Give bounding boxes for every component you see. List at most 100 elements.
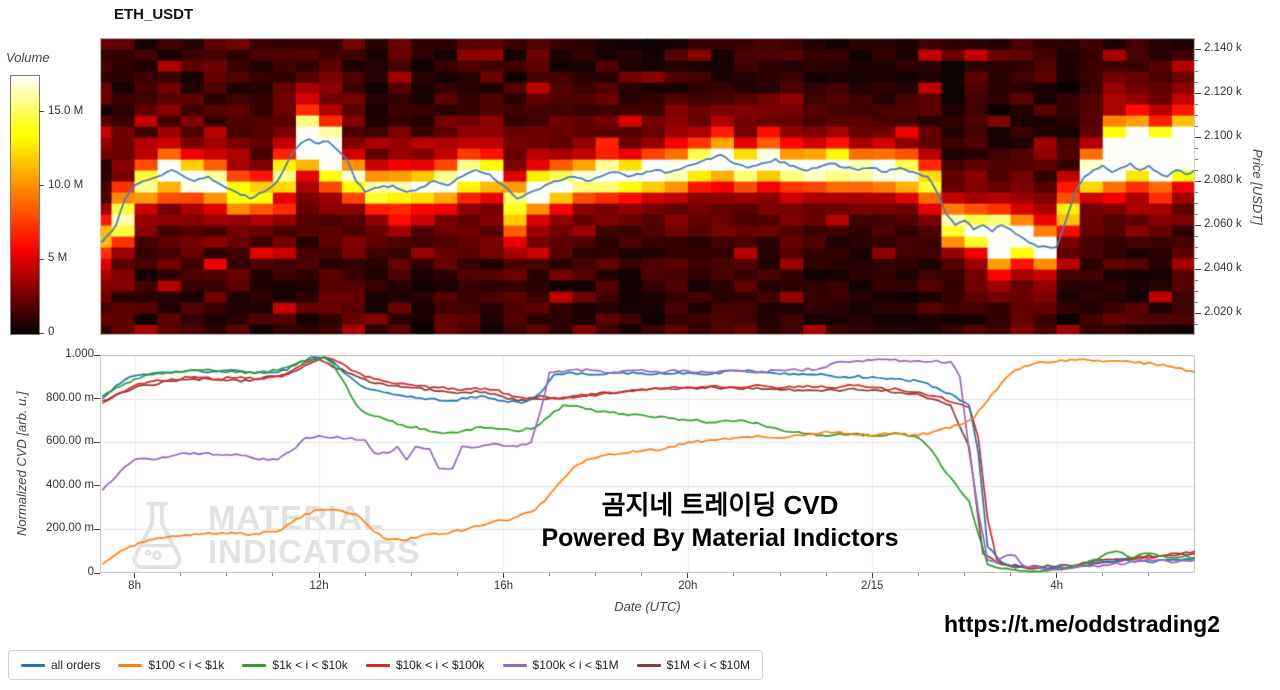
price-axis-minor-tick [1195,213,1198,215]
volume-tick-mark [39,258,44,260]
legend-swatch [636,663,661,667]
legend-label: $100k < i < $1M [532,658,619,672]
cvd-y-tick-mark [94,441,100,443]
cvd-y-tick-label: 400.00 m [46,478,94,491]
volume-colorbar-label: Volume [6,50,50,65]
date-axis-label: Date (UTC) [614,599,681,614]
legend-label: $1k < i < $10k [272,658,348,672]
price-axis-minor-tick [1195,246,1198,248]
price-axis-minor-tick [1195,147,1198,149]
price-tick-label: 2.040 k [1204,262,1242,274]
price-axis-tick-mark [1195,312,1201,314]
price-tick-label: 2.060 k [1204,218,1242,230]
price-axis-tick-mark [1195,268,1201,270]
legend-item-4: $100k < i < $1M [502,658,619,672]
legend-label: all orders [51,658,101,672]
price-axis-tick-mark [1195,48,1201,50]
cvd-x-minor-tick [1148,573,1150,576]
cvd-y-tick-label: 1.000 [65,348,94,360]
cvd-y-tick-mark [94,354,100,356]
cvd-x-minor-tick [410,573,412,576]
cvd-x-minor-tick [733,573,735,576]
price-axis-minor-tick [1195,290,1198,292]
cvd-y-tick-label: 200.00 m [46,522,94,535]
volume-tick-label: 15.0 M [48,104,84,117]
cvd-x-tick-mark [134,573,136,578]
cvd-y-tick-mark [94,398,100,400]
cvd-y-tick-label: 600.00 m [46,435,94,448]
legend-swatch [365,663,390,667]
cvd-x-tick-label: 4h [1050,580,1064,592]
volume-tick-mark [39,332,44,334]
legend-label: $1M < i < $10M [666,658,750,672]
cvd-line-chart-canvas [100,355,1195,573]
cvd-x-minor-tick [456,573,458,576]
annotation-overlay: 곰지네 트레이딩 CVD Powered By Material Indicto… [420,489,1020,554]
price-axis-minor-tick [1195,158,1198,160]
price-tick-label: 2.140 k [1204,42,1242,54]
telegram-link[interactable]: https://t.me/oddstrading2 [944,611,1220,637]
legend-swatch [118,663,143,667]
cvd-x-tick-mark [502,573,504,578]
legend-label: $100 < i < $1k [148,658,225,672]
price-tick-label: 2.020 k [1204,306,1242,318]
volume-tick-label: 0 [48,326,55,338]
chart-title: ETH_USDT [114,6,194,23]
cvd-y-tick-label: 800.00 m [46,391,94,404]
legend-item-0: all orders [21,658,100,672]
price-axis-minor-tick [1195,59,1198,61]
price-tick-label: 2.120 k [1204,86,1242,98]
cvd-x-tick-mark [687,573,689,578]
cvd-x-minor-tick [1102,573,1104,576]
volume-colorbar [10,75,40,335]
volume-tick-mark [39,111,44,113]
cvd-x-minor-tick [549,573,551,576]
price-tick-label: 2.100 k [1204,130,1242,142]
cvd-x-minor-tick [917,573,919,576]
price-axis-minor-tick [1195,202,1198,204]
price-axis-label: Price [USDT] [1250,148,1265,225]
price-axis-minor-tick [1195,125,1198,127]
cvd-x-tick-label: 16h [493,580,513,592]
price-axis-minor-tick [1195,257,1198,259]
cvd-x-minor-tick [641,573,643,576]
cvd-x-minor-tick [180,573,182,576]
cvd-x-tick-mark [1056,573,1058,578]
cvd-x-tick-label: 8h [128,580,141,592]
cvd-x-tick-mark [871,573,873,578]
cvd-x-minor-tick [1010,573,1012,576]
cvd-x-minor-tick [825,573,827,576]
price-axis-minor-tick [1195,235,1198,237]
cvd-x-minor-tick [272,573,274,576]
price-axis-tick-mark [1195,136,1201,138]
legend-item-2: $1k < i < $10k [242,658,348,672]
cvd-x-tick-label: 2/15 [861,580,884,592]
annotation-powered-by: Powered By Material Indictors [541,524,899,552]
price-axis-minor-tick [1195,301,1198,303]
cvd-x-tick-mark [318,573,320,578]
price-axis-minor-tick [1195,103,1198,105]
cvd-x-minor-tick [779,573,781,576]
price-axis-minor-tick [1195,114,1198,116]
cvd-y-tick-mark [94,485,100,487]
price-axis-minor-tick [1195,323,1198,325]
cvd-x-minor-tick [226,573,228,576]
cvd-y-axis-label: Normalized CVD [arb. u.] [14,391,29,537]
legend-item-1: $100 < i < $1k [118,658,224,672]
price-axis-minor-tick [1195,191,1198,193]
price-axis-tick-mark [1195,180,1201,182]
cvd-x-minor-tick [595,573,597,576]
cvd-x-minor-tick [364,573,366,576]
price-tick-label: 2.080 k [1204,174,1242,186]
cvd-x-tick-label: 20h [678,580,698,592]
volume-tick-mark [39,185,44,187]
cvd-y-tick-mark [94,528,100,530]
legend-item-3: $10k < i < $100k [365,658,485,672]
legend-swatch [502,663,527,667]
legend-swatch [242,663,267,667]
legend-item-5: $1M < i < $10M [636,658,750,672]
price-axis-minor-tick [1195,279,1198,281]
legend-swatch [21,663,45,667]
price-axis-minor-tick [1195,169,1198,171]
